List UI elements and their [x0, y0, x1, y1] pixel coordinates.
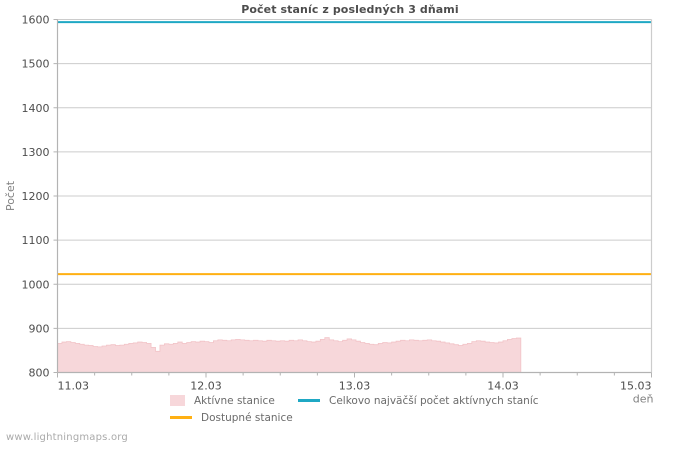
legend-row: Aktívne stanice Celkovo najväčší počet ak… — [0, 392, 700, 409]
legend-item-label: Dostupné stanice — [201, 411, 293, 424]
y-tick-label: 1000 — [22, 278, 50, 291]
x-tick-label: 11.03 — [58, 380, 90, 393]
x-axis-label: deň — [633, 393, 654, 406]
legend-item[interactable]: Aktívne stanice — [170, 392, 275, 409]
y-tick-label: 1500 — [22, 58, 50, 71]
legend-swatch-box-icon — [170, 395, 185, 406]
y-tick-label: 1200 — [22, 190, 50, 203]
y-tick-label: 1300 — [22, 146, 50, 159]
axes-group — [56, 19, 653, 374]
x-tick-label: 13.03 — [339, 380, 371, 393]
y-axis-label: Počet — [4, 180, 17, 211]
chart-title: Počet staníc z posledných 3 dňami — [241, 3, 459, 16]
legend-item-label: Celkovo najväčší počet aktívnych staníc — [329, 394, 539, 407]
x-tick-label: 14.03 — [487, 380, 519, 393]
legend-item-label: Aktívne stanice — [194, 394, 275, 407]
legend-item[interactable]: Celkovo najväčší počet aktívnych staníc — [298, 392, 539, 409]
y-tick-label: 1600 — [22, 14, 50, 27]
y-tick-label: 1100 — [22, 234, 50, 247]
series-area-active-stations — [57, 337, 522, 373]
legend-row: Dostupné stanice — [0, 409, 700, 426]
x-tick-label: 12.03 — [190, 380, 222, 393]
y-tick-label: 1400 — [22, 102, 50, 115]
watermark: www.lightningmaps.org — [6, 432, 128, 443]
legend-item[interactable]: Dostupné stanice — [170, 409, 293, 426]
y-tick-label: 900 — [29, 322, 50, 335]
chart-legend: Aktívne stanice Celkovo najväčší počet ak… — [0, 392, 700, 428]
legend-swatch-line-icon — [298, 399, 320, 402]
gridlines-group — [57, 19, 652, 373]
x-tick-label: 15.03 — [620, 380, 652, 393]
y-axis-ticks-group: 800 900 1000 1100 1200 1300 1400 1500 1600 — [22, 14, 58, 380]
x-axis-ticks-group: 11.03 12.03 13.03 14.03 15.03 — [57, 372, 652, 393]
y-tick-label: 800 — [29, 367, 50, 380]
legend-swatch-line-icon — [170, 416, 192, 419]
data-series-group — [57, 21, 652, 373]
